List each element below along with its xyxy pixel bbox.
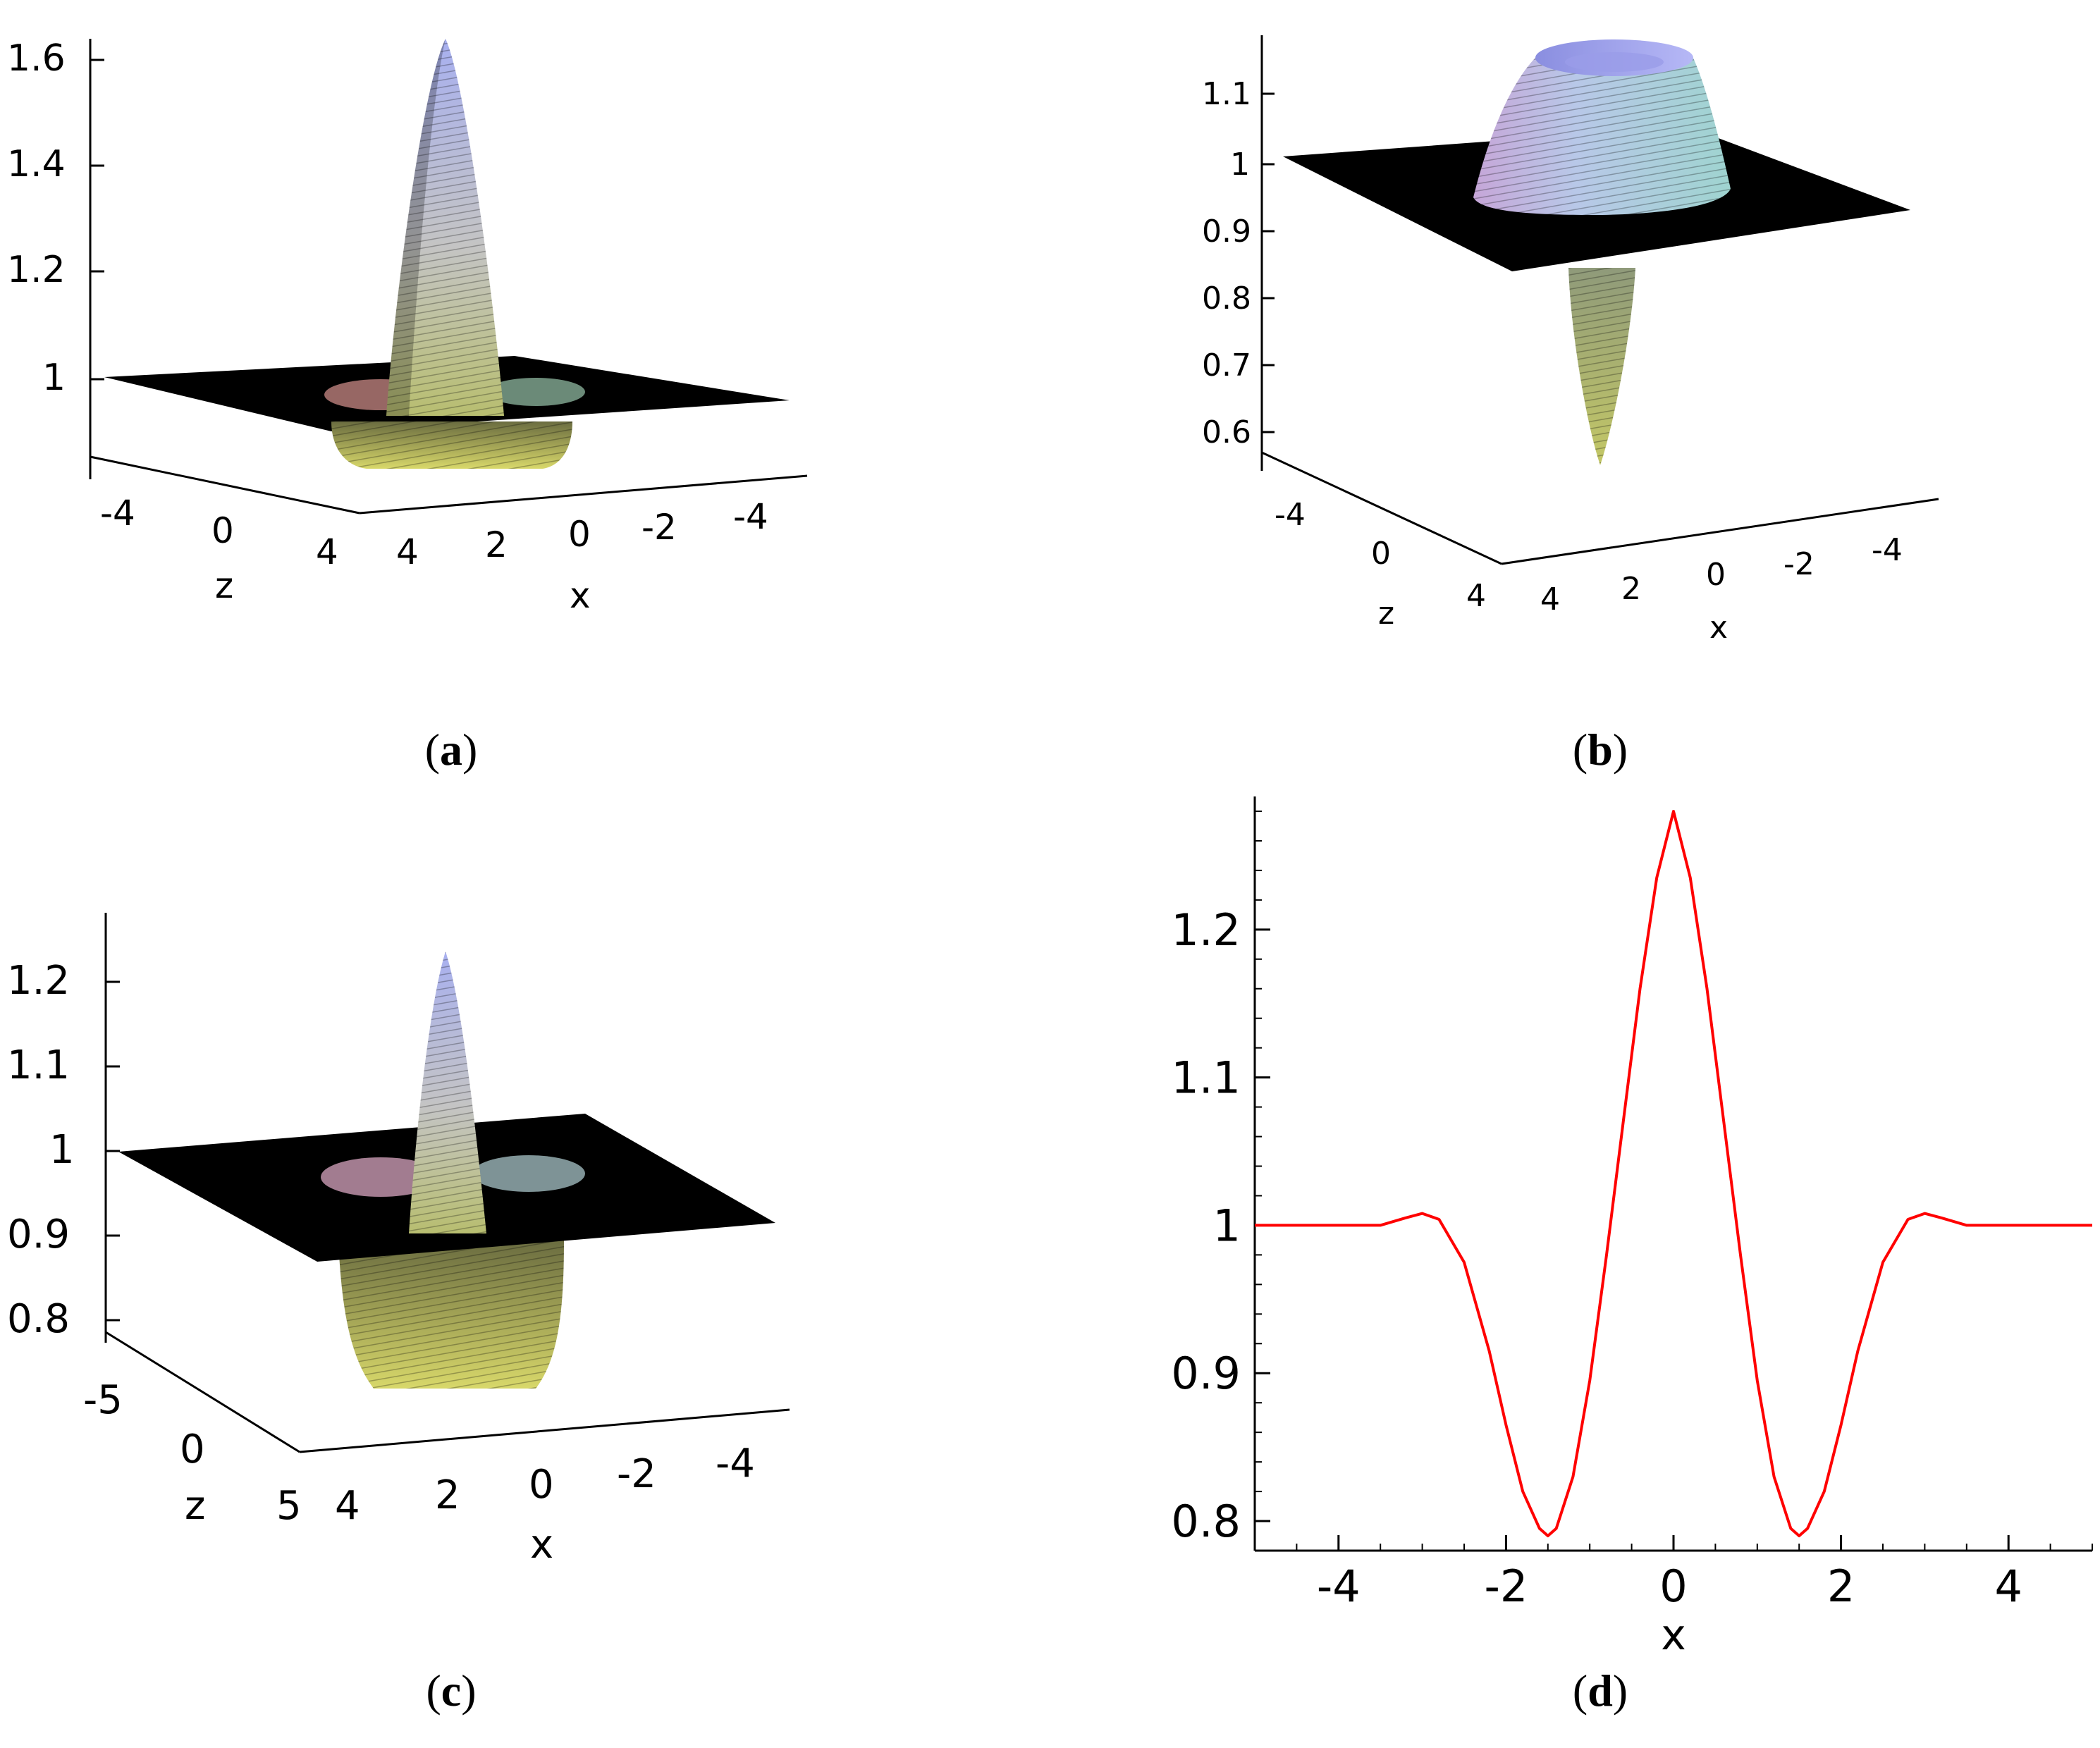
panel-d-x-tick-label: 4 <box>1994 1561 2022 1612</box>
panel-d-y-tick-label: 1.1 <box>1171 1052 1241 1104</box>
panel-d: 0.8 0.9 1 1.1 1.2 -4 -2 0 2 4 x (d) <box>1171 796 2093 1716</box>
panel-c-vtick-label: 1 <box>49 1127 75 1173</box>
panel-c-vtick-label: 1.2 <box>7 958 70 1004</box>
panel-a-trough-hatch <box>331 421 572 469</box>
panel-d-x-ticks: -4 -2 0 2 4 <box>1254 1535 2093 1612</box>
panel-c-caption: (c) <box>426 1666 476 1716</box>
panel-a-xlabel: x <box>570 575 591 616</box>
panel-b-xtick-label: 0 <box>1706 557 1726 593</box>
panel-d-y-tick-label: 1.2 <box>1171 904 1241 956</box>
panel-b-ztick-label: 0 <box>1371 536 1391 572</box>
panel-b-collar-hatch <box>1473 55 1731 215</box>
panel-b: 1.1 1 0.9 0.8 0.7 0.6 -4 0 4 z 4 2 0 -2 … <box>1202 35 1939 775</box>
panel-a-ztick-label: -4 <box>100 493 135 534</box>
panel-d-x-tick-label: -4 <box>1317 1561 1361 1612</box>
panel-c-xtick-label: 0 <box>529 1462 554 1508</box>
panel-d-x-tick-label: 2 <box>1827 1561 1855 1612</box>
panel-c-peak-hatch <box>409 952 486 1233</box>
panel-d-y-tick-label: 1 <box>1213 1200 1241 1251</box>
panel-b-xtick-label: -2 <box>1783 546 1815 582</box>
panel-d-x-tick-label: -2 <box>1484 1561 1528 1612</box>
panel-b-ztick-label: 4 <box>1466 578 1486 614</box>
panel-c-zlabel: z <box>185 1483 205 1529</box>
panel-b-zlabel: z <box>1378 596 1394 632</box>
panel-a-vtick-label: 1.2 <box>7 249 66 291</box>
panel-d-series-line <box>1255 810 2092 1537</box>
panel-a-ztick-label: 4 <box>316 531 338 572</box>
panel-c-xtick-label: -2 <box>617 1451 656 1497</box>
panel-b-ztick-label: -4 <box>1275 497 1306 533</box>
panel-c-ring-left <box>321 1157 441 1197</box>
panel-b-x-axis <box>1501 498 1939 565</box>
panel-c-vtick-label: 0.8 <box>7 1296 70 1342</box>
panel-b-xtick-label: 2 <box>1621 571 1641 607</box>
panel-c: 1.2 1.1 1 0.9 0.8 -5 0 5 z 4 2 0 -2 -4 x… <box>7 913 790 1716</box>
panel-d-xlabel: x <box>1661 1611 1686 1660</box>
panel-b-caption: (b) <box>1573 725 1628 775</box>
panel-c-ztick-label: 5 <box>276 1483 302 1529</box>
panel-a-xtick-label: -2 <box>641 507 677 548</box>
panel-c-trough-hatch <box>338 1241 564 1389</box>
panel-d-x-tick-label: 0 <box>1659 1561 1687 1612</box>
panel-b-xlabel: x <box>1709 610 1728 646</box>
panel-b-collar-hole <box>1565 52 1664 72</box>
panel-d-series <box>1255 810 2092 1537</box>
panel-a-ring-right <box>486 378 585 406</box>
panel-c-xtick-label: 4 <box>335 1483 360 1529</box>
panel-c-vtick-label: 0.9 <box>7 1212 70 1257</box>
panel-a-xtick-label: 4 <box>396 531 419 572</box>
panel-b-vtick-label: 0.8 <box>1202 281 1251 316</box>
panel-c-ring-right <box>472 1155 585 1192</box>
panel-a-vtick-label: 1 <box>42 357 66 399</box>
panel-b-vtick-label: 1 <box>1230 147 1250 183</box>
panel-b-z-axis <box>1261 451 1502 565</box>
panel-a: 1.6 1.4 1.2 1 -4 0 4 z 4 2 0 -2 -4 x <box>7 37 808 775</box>
panel-d-y-tick-label: 0.8 <box>1171 1496 1241 1547</box>
panel-a-xtick-label: 0 <box>568 514 591 555</box>
panel-a-peak-shade <box>386 39 446 416</box>
panel-c-xlabel: x <box>530 1522 553 1568</box>
panel-a-vtick-label: 1.4 <box>7 143 66 185</box>
panel-b-vtick-label: 0.7 <box>1202 347 1251 383</box>
panel-b-vtick-label: 0.9 <box>1202 214 1251 250</box>
panel-d-y-tick-label: 0.9 <box>1171 1348 1241 1399</box>
panel-a-z-axis <box>90 455 360 515</box>
panel-a-vtick-label: 1.6 <box>7 37 66 80</box>
panel-d-caption: (d) <box>1573 1666 1628 1716</box>
panel-a-peak-hatch <box>386 39 504 416</box>
panel-c-xtick-label: -4 <box>716 1441 755 1487</box>
panel-d-y-ticks: 0.8 0.9 1 1.1 1.2 <box>1171 810 1270 1551</box>
panel-b-xtick-label: -4 <box>1872 532 1903 568</box>
panel-c-z-axis <box>105 1331 300 1453</box>
panel-a-xtick-label: 2 <box>485 524 508 565</box>
panel-a-xtick-label: -4 <box>733 496 768 537</box>
panel-c-vtick-label: 1.1 <box>7 1042 70 1088</box>
panel-b-xtick-label: 4 <box>1540 581 1560 617</box>
panel-b-vtick-label: 1.1 <box>1202 76 1251 112</box>
panel-c-ztick-label: 0 <box>180 1427 205 1472</box>
panel-b-vtick-label: 0.6 <box>1202 414 1251 450</box>
panel-c-xtick-label: 2 <box>435 1472 460 1518</box>
panel-b-trough-hatch <box>1568 268 1635 465</box>
panel-a-zlabel: z <box>215 565 233 606</box>
panel-d-axes <box>1253 796 2092 1552</box>
panel-a-x-axis <box>359 474 808 515</box>
panel-c-ztick-label: -5 <box>83 1377 123 1423</box>
panel-c-x-axis <box>299 1408 790 1453</box>
panel-a-ztick-label: 0 <box>211 510 234 551</box>
panel-a-caption: (a) <box>425 725 478 775</box>
